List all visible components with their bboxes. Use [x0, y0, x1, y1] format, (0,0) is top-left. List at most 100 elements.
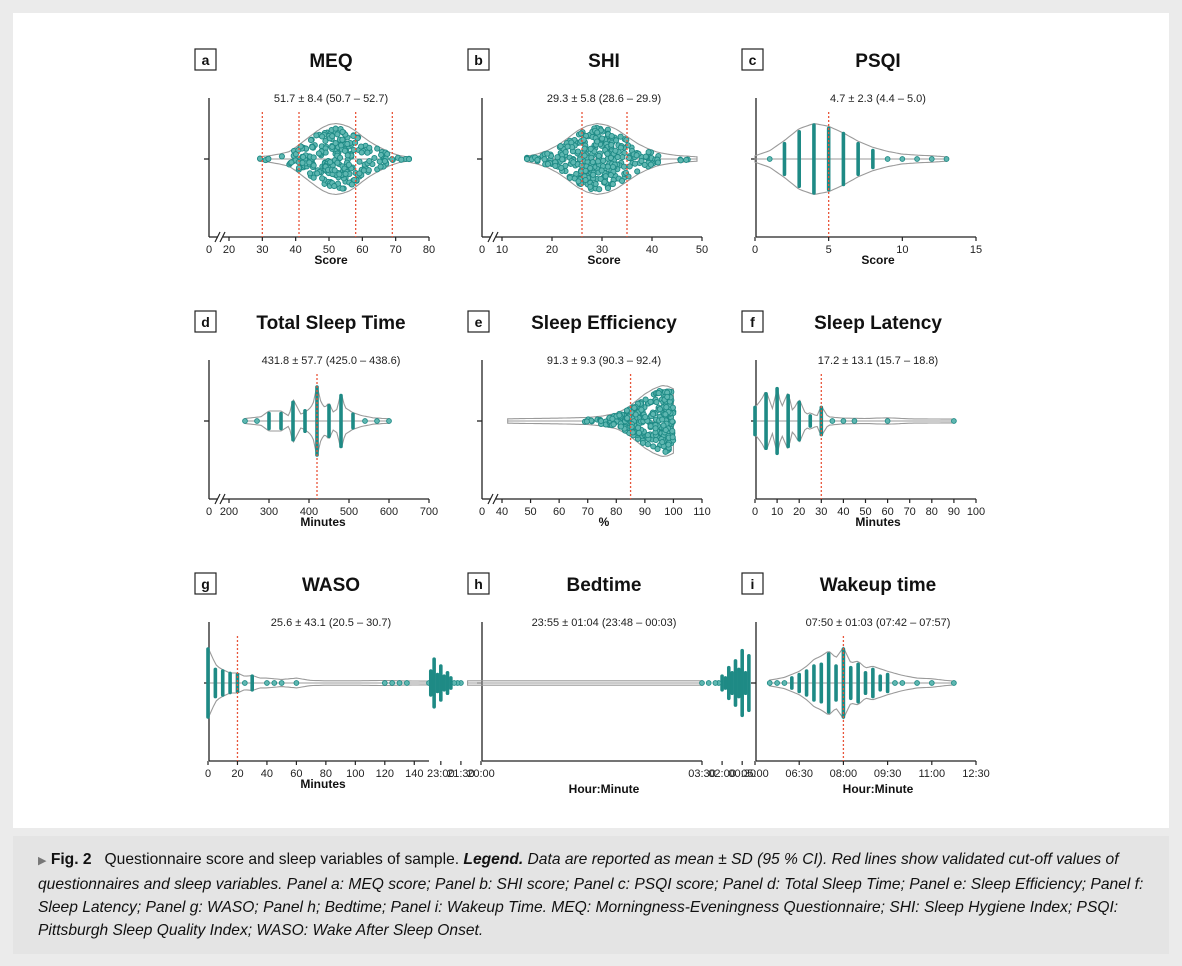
data-dot: [344, 152, 351, 159]
chart-panel-i: i Wakeup time 07:50 ± 01:03 (07:42 – 07:57…: [741, 572, 990, 796]
x-tick-label: 09:30: [874, 768, 902, 780]
x-tick-label: 20: [231, 768, 243, 780]
data-dot: [331, 167, 338, 174]
x-axis-label: Score: [314, 253, 348, 267]
data-dot: [766, 680, 773, 686]
x-tick-label: 30: [815, 506, 827, 518]
data-dot: [851, 418, 858, 424]
data-dot: [534, 156, 541, 163]
data-dot: [337, 154, 344, 161]
axis-break-mark: [219, 493, 226, 505]
data-dot: [650, 411, 657, 418]
data-dot: [951, 418, 957, 424]
data-dot: [623, 136, 630, 144]
x-axis-label: Score: [587, 253, 621, 267]
data-dot: [604, 150, 611, 157]
data-dot: [884, 156, 891, 162]
data-dot: [339, 136, 346, 143]
data-dot: [558, 164, 565, 171]
data-dot: [660, 422, 667, 429]
data-dot: [914, 680, 920, 686]
data-dot: [699, 680, 705, 686]
data-dot: [609, 163, 617, 170]
data-dot: [376, 158, 383, 165]
data-dot: [654, 445, 661, 453]
data-dot: [559, 156, 566, 163]
data-dot: [310, 174, 317, 181]
panel-letter: b: [474, 52, 483, 68]
x-tick-label: 08:00: [830, 768, 858, 780]
chart-stats: 17.2 ± 13.1 (15.7 – 18.8): [818, 355, 938, 367]
data-dot: [602, 173, 609, 180]
data-dot: [638, 157, 645, 165]
data-dot: [598, 167, 605, 174]
data-dot: [315, 150, 322, 157]
x-tick-label: 50: [859, 506, 871, 518]
data-dot: [342, 170, 349, 177]
data-dot: [597, 175, 604, 182]
data-dot: [334, 131, 341, 138]
x-tick-label: 11:00: [918, 768, 945, 780]
data-dot: [587, 145, 594, 152]
data-dot: [635, 424, 642, 431]
data-dot: [647, 398, 654, 405]
data-dot: [659, 439, 666, 446]
data-dot: [634, 168, 641, 175]
data-dot: [622, 169, 629, 176]
x-tick-label: 80: [926, 506, 938, 518]
data-dot: [334, 159, 341, 166]
data-dot: [624, 415, 631, 422]
data-dot: [299, 159, 306, 166]
x-tick-label: 200: [220, 506, 238, 518]
chart-panel-f: f Sleep Latency 17.2 ± 13.1 (15.7 – 18.8) 0…: [741, 310, 985, 529]
data-dot: [366, 157, 373, 165]
data-dot: [336, 171, 343, 178]
data-dot: [610, 421, 617, 428]
data-dot: [405, 156, 413, 163]
data-dot: [774, 680, 780, 686]
data-dot: [575, 178, 582, 185]
data-dot: [840, 418, 847, 424]
data-dot: [577, 130, 585, 137]
data-dot: [589, 159, 596, 166]
data-dot: [581, 145, 588, 152]
data-dot: [608, 132, 615, 140]
x-tick-label: 10: [771, 506, 783, 518]
x-axis-label: Minutes: [300, 515, 346, 529]
x-tick-label: 80: [423, 244, 435, 256]
x-tick-label: 0: [205, 768, 211, 780]
data-dot: [607, 171, 614, 179]
panel-letter: e: [475, 314, 483, 330]
caption-marker-icon: ▶: [38, 855, 47, 867]
data-dot: [381, 158, 388, 165]
chart-panel-e: e Sleep Efficiency 91.3 ± 9.3 (90.3 – 92.4…: [467, 310, 711, 529]
data-dot: [659, 416, 666, 423]
data-dot: [557, 143, 564, 150]
chart-panel-h: h Bedtime 23:55 ± 01:04 (23:48 – 00:03) 20:…: [427, 572, 756, 796]
chart-stats: 431.8 ± 57.7 (425.0 – 438.6): [262, 355, 401, 367]
x-tick-label: 12:30: [962, 768, 990, 780]
data-dot: [665, 441, 672, 448]
x-tick-label: 600: [380, 506, 398, 518]
violin-outline: [507, 385, 674, 457]
x-tick-label: 80: [320, 768, 332, 780]
caption-label: Fig. 2: [50, 851, 92, 868]
data-dot: [338, 142, 345, 149]
axis-break-mark: [487, 231, 494, 243]
axis-break-mark: [492, 231, 499, 243]
chart-panel-d: d Total Sleep Time 431.8 ± 57.7 (425.0 – 4…: [194, 310, 438, 529]
x-tick-label: 60: [881, 506, 893, 518]
data-dot: [899, 680, 906, 686]
data-dot: [620, 163, 628, 170]
x-tick-label: 40: [837, 506, 849, 518]
data-dot: [608, 141, 615, 148]
axis-break-mark: [492, 493, 499, 505]
data-dot: [265, 155, 272, 162]
data-dot: [617, 423, 625, 430]
data-dot: [645, 149, 652, 156]
data-dot: [617, 133, 624, 140]
x-tick-label: 03:30: [688, 768, 716, 780]
chart-panel-a: a MEQ 51.7 ± 8.4 (50.7 – 52.7) 0 20 30 40 50 60 7…: [194, 48, 435, 267]
data-dot: [309, 144, 316, 151]
